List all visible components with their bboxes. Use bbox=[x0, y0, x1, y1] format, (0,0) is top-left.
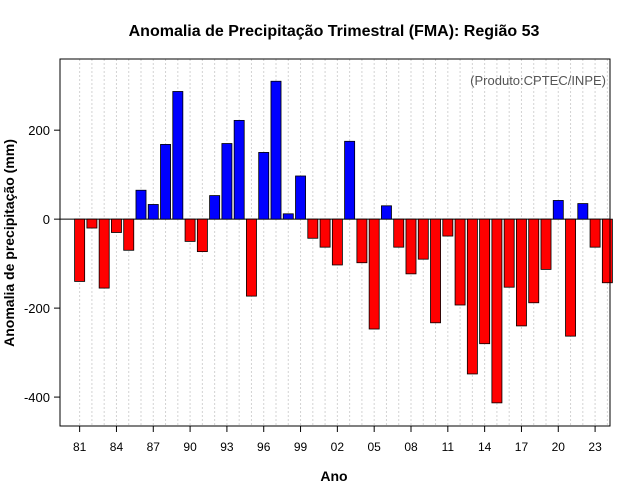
x-axis: 81 84 87 90 93 96 99 02 05 08 11 14 17 20 23 bbox=[73, 426, 602, 454]
bar-97 bbox=[270, 80, 282, 220]
bar-86 bbox=[135, 189, 147, 220]
bar-83 bbox=[98, 218, 110, 289]
x-tick-label: 05 bbox=[368, 440, 382, 454]
y-tick-label: 200 bbox=[28, 123, 50, 138]
bar-88 bbox=[160, 144, 171, 220]
y-axis: -400 -200 0 200 bbox=[24, 123, 60, 405]
x-tick-label: 14 bbox=[478, 440, 492, 454]
bar-22 bbox=[577, 203, 589, 220]
grid-lines bbox=[79, 59, 608, 426]
bar-09 bbox=[417, 218, 429, 260]
bar-08 bbox=[405, 218, 417, 275]
x-axis-label: Ano bbox=[320, 468, 347, 484]
bar-84 bbox=[111, 218, 122, 233]
bars bbox=[74, 80, 613, 404]
bar-04 bbox=[356, 218, 368, 264]
bar-19 bbox=[540, 218, 552, 270]
bar-17 bbox=[516, 218, 527, 327]
bar-10 bbox=[430, 218, 441, 324]
bar-98 bbox=[282, 213, 294, 220]
bar-20 bbox=[552, 200, 564, 220]
bar-90 bbox=[184, 218, 196, 242]
x-tick-label: 23 bbox=[588, 440, 602, 454]
bar-18 bbox=[528, 218, 540, 304]
bar-81 bbox=[74, 218, 86, 282]
bar-92 bbox=[209, 195, 221, 220]
bar-03 bbox=[344, 140, 356, 220]
x-tick-label: 84 bbox=[110, 440, 124, 454]
bar-94 bbox=[233, 119, 245, 220]
y-axis-label: Anomalia de precipitação (mm) bbox=[1, 139, 17, 347]
y-tick-label: -400 bbox=[24, 390, 50, 405]
y-tick-label: 0 bbox=[43, 212, 50, 227]
x-tick-label: 81 bbox=[73, 440, 87, 454]
x-tick-label: 87 bbox=[147, 440, 161, 454]
bar-02 bbox=[331, 218, 343, 266]
bar-99 bbox=[295, 175, 306, 220]
bar-15 bbox=[491, 218, 503, 404]
bar-05 bbox=[368, 218, 380, 330]
bar-23 bbox=[589, 218, 601, 248]
bar-89 bbox=[172, 91, 184, 220]
bar-91 bbox=[196, 218, 208, 253]
bar-06 bbox=[381, 205, 392, 220]
plot-frame bbox=[59, 58, 611, 427]
bar-93 bbox=[221, 143, 233, 220]
bar-21 bbox=[565, 218, 576, 337]
bar-12 bbox=[454, 218, 466, 306]
bar-01 bbox=[319, 218, 331, 248]
x-tick-label: 08 bbox=[404, 440, 418, 454]
x-tick-label: 90 bbox=[183, 440, 197, 454]
bar-14 bbox=[479, 218, 491, 345]
bar-85 bbox=[123, 218, 135, 251]
bar-16 bbox=[503, 218, 515, 288]
x-tick-label: 17 bbox=[515, 440, 529, 454]
chart-title: Anomalia de Precipitação Trimestral (FMA… bbox=[129, 23, 540, 40]
bar-24 bbox=[601, 218, 613, 284]
bar-87 bbox=[147, 204, 159, 220]
x-tick-label: 96 bbox=[257, 440, 271, 454]
credit-text: (Produto:CPTEC/INPE) bbox=[470, 73, 606, 88]
bar-96 bbox=[258, 152, 270, 220]
x-tick-label: 20 bbox=[552, 440, 566, 454]
bar-82 bbox=[86, 218, 98, 229]
bar-11 bbox=[442, 218, 454, 237]
x-tick-label: 99 bbox=[294, 440, 308, 454]
bar-07 bbox=[393, 218, 405, 248]
x-tick-label: 11 bbox=[442, 440, 455, 454]
y-tick-label: -200 bbox=[24, 301, 50, 316]
x-tick-label: 02 bbox=[331, 440, 345, 454]
x-tick-label: 93 bbox=[220, 440, 234, 454]
bar-95 bbox=[246, 218, 257, 297]
bar-00 bbox=[307, 218, 319, 239]
bar-13 bbox=[466, 218, 478, 375]
